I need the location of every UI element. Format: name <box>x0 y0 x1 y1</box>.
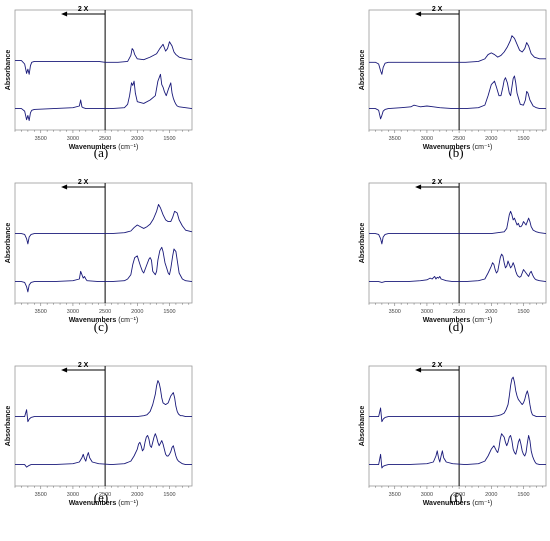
x-axis-unit: (cm⁻¹) <box>472 144 492 151</box>
x-tick-label: 1500 <box>163 492 175 498</box>
x-tick-label: 2500 <box>453 136 465 142</box>
scale-marker-label: 2 X <box>432 6 443 13</box>
x-axis-unit: (cm⁻¹) <box>118 317 138 324</box>
x-axis-label-text: Wavenumbers <box>423 144 473 151</box>
spectrum-line-2 <box>369 433 546 469</box>
x-tick-label: 3500 <box>35 309 47 315</box>
plot-frame <box>368 182 547 304</box>
scale-marker-label: 2 X <box>432 179 443 186</box>
x-tick-label: 2000 <box>485 492 497 498</box>
x-axis-label: Wavenumbers (cm⁻¹) <box>423 500 493 507</box>
x-axis-label-text: Wavenumbers <box>69 144 119 151</box>
y-axis-label: Absorbance <box>5 50 12 91</box>
panel-e: 3500 3000 2500 2000 1500 Wavenumbers (cm⁻¹) Ab… <box>5 362 193 507</box>
arrowhead-icon <box>415 367 422 373</box>
x-axis-label: Wavenumbers (cm⁻¹) <box>423 317 493 324</box>
plot-frame <box>14 182 193 304</box>
x-axis-label-text: Wavenumbers <box>423 317 473 324</box>
x-axis-label: Wavenumbers (cm⁻¹) <box>69 144 139 151</box>
x-axis-unit: (cm⁻¹) <box>472 500 492 507</box>
x-axis-unit: (cm⁻¹) <box>118 500 138 507</box>
plot-frame <box>368 9 547 131</box>
x-tick-label: 2500 <box>99 136 111 142</box>
x-tick-label: 2500 <box>453 309 465 315</box>
scale-marker-label: 2 X <box>78 6 89 13</box>
x-tick-label: 2500 <box>99 492 111 498</box>
x-axis-unit: (cm⁻¹) <box>472 317 492 324</box>
spectrum-line-1 <box>369 376 546 423</box>
x-tick-label: 3000 <box>67 136 79 142</box>
arrowhead-icon <box>61 367 68 373</box>
x-tick-label: 3000 <box>421 136 433 142</box>
x-tick-label: 1500 <box>163 136 175 142</box>
x-tick-label: 2500 <box>453 492 465 498</box>
x-tick-label: 2000 <box>131 492 143 498</box>
spectrum-line-2 <box>15 433 192 468</box>
x-axis-unit: (cm⁻¹) <box>118 144 138 151</box>
x-tick-label: 2000 <box>131 309 143 315</box>
plot-frame <box>368 365 547 487</box>
x-tick-label: 2000 <box>131 136 143 142</box>
panel-caption: (c) <box>94 319 108 334</box>
x-tick-label: 3500 <box>389 136 401 142</box>
scale-marker-label: 2 X <box>78 362 89 369</box>
plot-frame <box>14 365 193 487</box>
panel-caption: (b) <box>448 145 463 160</box>
x-tick-label: 2000 <box>485 136 497 142</box>
scale-marker-label: 2 X <box>78 179 89 186</box>
spectrum-line-1 <box>369 210 547 245</box>
panel-b: 3500 3000 2500 2000 1500 Wavenumbers (cm⁻¹) Ab… <box>359 6 547 160</box>
x-tick-label: 1500 <box>163 309 175 315</box>
x-tick-label: 3000 <box>67 492 79 498</box>
panel-caption: (a) <box>94 145 108 160</box>
panel-caption: (d) <box>448 319 463 334</box>
spectrum-line-2 <box>15 246 193 293</box>
panel-caption: (f) <box>450 490 463 505</box>
x-axis-label-text: Wavenumbers <box>69 317 119 324</box>
x-tick-label: 1500 <box>517 136 529 142</box>
spectrum-line-2 <box>15 73 193 122</box>
x-tick-label: 3000 <box>67 309 79 315</box>
spectrum-line-1 <box>369 35 546 75</box>
y-axis-label: Absorbance <box>359 406 366 447</box>
spectrum-line-2 <box>369 253 547 283</box>
panel-a: 3500 3000 2500 2000 1500 Wavenumbers (cm⁻¹) Ab… <box>5 6 193 160</box>
x-tick-label: 3000 <box>421 309 433 315</box>
x-tick-label: 3500 <box>35 492 47 498</box>
arrowhead-icon <box>61 184 68 190</box>
x-tick-label: 1500 <box>517 492 529 498</box>
scale-marker-label: 2 X <box>432 362 443 369</box>
x-tick-label: 2500 <box>99 309 111 315</box>
y-axis-label: Absorbance <box>359 50 366 91</box>
spectrum-line-1 <box>15 203 193 245</box>
panel-d: 3500 3000 2500 2000 1500 Wavenumbers (cm⁻¹) Ab… <box>359 179 547 334</box>
spectrum-line-1 <box>15 380 192 423</box>
x-axis-label: Wavenumbers (cm⁻¹) <box>423 144 493 151</box>
x-tick-label: 3500 <box>35 136 47 142</box>
panel-f: 3500 3000 2500 2000 1500 Wavenumbers (cm⁻¹) Ab… <box>359 362 547 507</box>
x-tick-label: 3500 <box>389 309 401 315</box>
plot-frame <box>14 9 193 131</box>
arrowhead-icon <box>61 11 68 17</box>
x-axis-label-text: Wavenumbers <box>423 500 473 507</box>
x-tick-label: 2000 <box>485 309 497 315</box>
y-axis-label: Absorbance <box>5 406 12 447</box>
x-axis-label-text: Wavenumbers <box>69 500 119 507</box>
y-axis-label: Absorbance <box>359 223 366 264</box>
x-tick-label: 1500 <box>517 309 529 315</box>
arrowhead-icon <box>415 184 422 190</box>
x-tick-label: 3000 <box>421 492 433 498</box>
x-axis-label: Wavenumbers (cm⁻¹) <box>69 500 139 507</box>
x-tick-label: 3500 <box>389 492 401 498</box>
arrowhead-icon <box>415 11 422 17</box>
spectrum-line-1 <box>15 41 193 75</box>
x-axis-label: Wavenumbers (cm⁻¹) <box>69 317 139 324</box>
y-axis-label: Absorbance <box>5 223 12 264</box>
spectrum-line-2 <box>369 75 546 120</box>
panel-c: 3500 3000 2500 2000 1500 Wavenumbers (cm⁻¹) Ab… <box>5 179 193 334</box>
panel-caption: (e) <box>94 490 108 505</box>
